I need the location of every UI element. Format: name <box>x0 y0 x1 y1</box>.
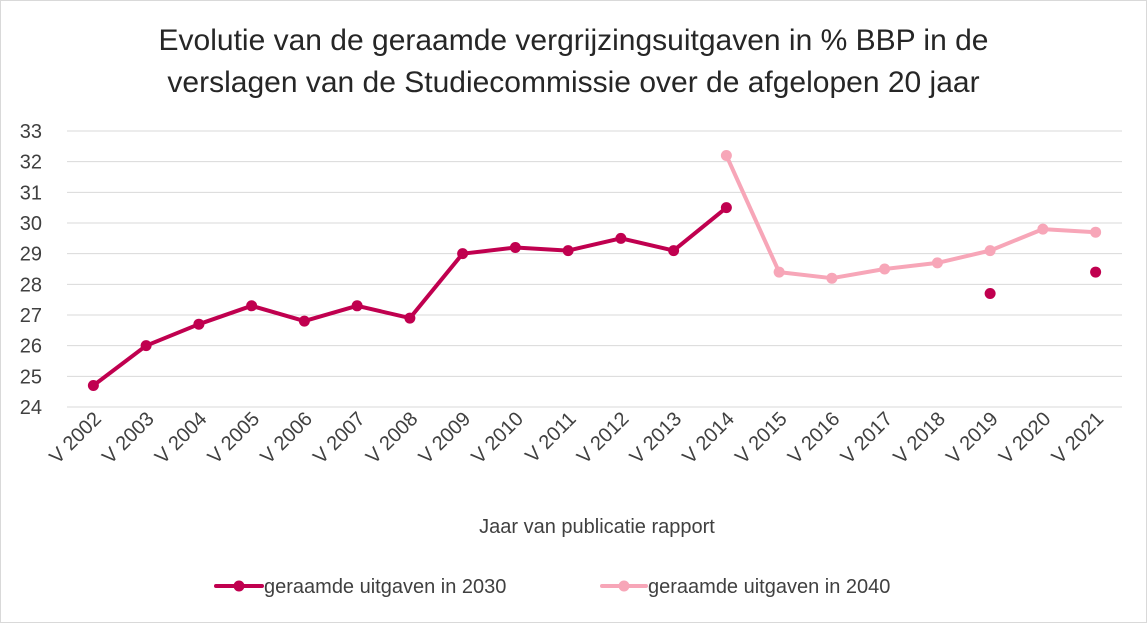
x-tick-label: V 2006 <box>257 408 317 468</box>
x-tick-label: V 2003 <box>98 408 158 468</box>
series-lines <box>91 153 1098 388</box>
data-point-2030 <box>193 318 205 330</box>
y-axis-tick-labels: 24 25 26 27 28 29 30 31 32 33 <box>20 121 42 419</box>
x-tick-label: V 2004 <box>151 408 211 468</box>
data-point-2030 <box>246 300 258 312</box>
data-point-2030 <box>1090 266 1102 278</box>
x-tick-label: V 2021 <box>1048 408 1108 468</box>
y-tick-label: 27 <box>20 305 42 327</box>
x-tick-label: V 2007 <box>309 408 369 468</box>
data-point-2030 <box>509 242 521 254</box>
x-tick-label: V 2009 <box>415 408 475 468</box>
x-tick-label: V 2014 <box>679 408 739 468</box>
y-tick-label: 31 <box>20 182 42 204</box>
gridlines <box>67 130 1122 408</box>
y-tick-label: 30 <box>20 213 42 235</box>
legend-item-2040: geraamde uitgaven in 2040 <box>600 576 890 598</box>
data-point-2030 <box>87 380 99 392</box>
x-tick-label: V 2015 <box>731 408 791 468</box>
legend-marker <box>618 580 630 592</box>
x-tick-label: V 2013 <box>626 408 686 468</box>
data-point-2040 <box>826 272 838 284</box>
x-tick-label: V 2005 <box>204 408 264 468</box>
x-axis-label: Jaar van publicatie rapport <box>479 516 715 538</box>
series-points <box>87 150 1102 392</box>
y-tick-label: 28 <box>20 274 42 296</box>
data-point-2030 <box>404 312 416 324</box>
legend-item-2030: geraamde uitgaven in 2030 <box>214 576 506 598</box>
x-tick-label: V 2008 <box>362 408 422 468</box>
data-point-2030 <box>615 232 627 244</box>
chart-title-line-2: verslagen van de Studiecommissie over de… <box>167 66 980 99</box>
data-point-2040 <box>1090 226 1102 238</box>
x-tick-label: V 2019 <box>942 408 1002 468</box>
chart-title-line-1: Evolutie van de geraamde vergrijzingsuit… <box>158 24 989 57</box>
x-tick-label: V 2017 <box>837 408 897 468</box>
data-point-2030 <box>140 340 152 352</box>
y-tick-label: 33 <box>20 121 42 143</box>
legend-label: geraamde uitgaven in 2040 <box>648 576 890 598</box>
y-tick-label: 25 <box>20 366 42 388</box>
x-tick-label: V 2018 <box>890 408 950 468</box>
y-tick-label: 32 <box>20 152 42 174</box>
x-tick-label: V 2011 <box>521 408 580 467</box>
chart-title: Evolutie van de geraamde vergrijzingsuit… <box>0 20 1147 104</box>
data-point-2030 <box>457 248 469 260</box>
y-tick-label: 24 <box>20 397 42 419</box>
x-tick-label: V 2002 <box>46 408 106 468</box>
data-point-2030 <box>351 300 363 312</box>
data-point-2030 <box>668 245 680 257</box>
data-point-2030 <box>562 245 574 257</box>
y-tick-label: 26 <box>20 336 42 358</box>
data-point-2040 <box>773 266 785 278</box>
data-point-2040 <box>1037 223 1049 235</box>
y-tick-label: 29 <box>20 244 42 266</box>
x-tick-label: V 2012 <box>573 408 633 468</box>
legend-label: geraamde uitgaven in 2030 <box>264 576 506 598</box>
data-point-2030 <box>298 315 310 327</box>
legend-marker <box>233 580 245 592</box>
legend: geraamde uitgaven in 2030 geraamde uitgav… <box>214 576 890 598</box>
data-point-2040 <box>879 263 891 275</box>
x-tick-label: V 2020 <box>995 408 1055 468</box>
series-line-2030 <box>91 205 729 388</box>
data-point-2030 <box>720 202 732 214</box>
series-line-2040 <box>724 153 1098 281</box>
data-point-2040 <box>720 150 732 162</box>
data-point-2040 <box>931 257 943 269</box>
data-point-2040 <box>984 245 996 257</box>
x-tick-label: V 2016 <box>784 408 844 468</box>
data-point-2030 <box>984 288 996 300</box>
x-tick-label: V 2010 <box>468 408 528 468</box>
